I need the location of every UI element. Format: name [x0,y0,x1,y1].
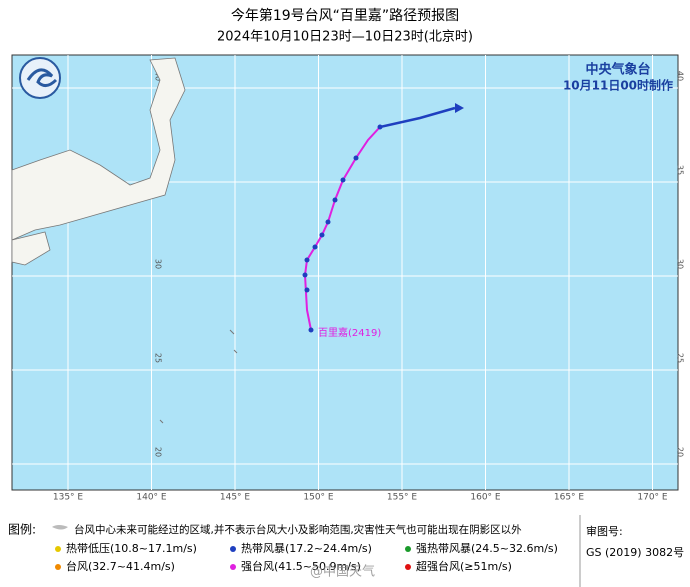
lon-label: 145° E [220,493,251,503]
lat-label: 25 [154,353,163,363]
lon-label: 170° E [637,493,668,503]
legend-swatch [230,564,236,570]
legend-items: 热带低压(10.8~17.1m/s) 热带风暴(17.2~24.4m/s) 强热带风… [55,542,558,573]
lat-label: 25 [676,353,685,363]
typhoon-label: 百里嘉(2419) [318,326,381,339]
legend-swatch [55,546,61,552]
legend-label: 热带风暴(17.2~24.4m/s) [241,542,372,555]
legend-swatch [230,546,236,552]
issuer-time: 10月11日00时制作 [563,78,673,93]
legend-swatch [405,546,411,552]
legend-label: 台风(32.7~41.4m/s) [66,559,175,573]
legend-swatch [55,564,61,570]
japan [11,57,186,241]
legend-label: 强台风(41.5~50.9m/s) [241,559,361,573]
lat-label: 40 [676,71,685,81]
lat-label: 20 [676,447,685,457]
past-track [303,126,381,331]
approval-label: 审图号: [586,524,623,538]
issuer-org: 中央气象台 [585,62,650,78]
lat-label: 30 [676,259,685,269]
lon-label: 140° E [136,493,167,503]
graticule: 135° E 140° E 145° E 150° E 155° E 160° E 165°… [12,55,685,503]
legend-label: 强热带风暴(24.5~32.6m/s) [416,542,558,555]
legend-title: 图例: [8,523,36,537]
legend-swatch [405,564,411,570]
lon-label: 155° E [387,493,418,503]
title: 今年第19号台风“百里嘉”路径预报图 [231,7,459,24]
legend-note: 台风中心未来可能经过的区域,并不表示台风大小及影响范围,灾害性天气也可能出现在阴… [74,523,522,536]
forecast-track [379,106,456,129]
lon-label: 165° E [554,493,585,503]
logo-mark [26,68,58,87]
track-points [302,124,383,333]
cone-icon [52,525,68,530]
land [11,57,186,266]
lat-label: 20 [154,447,163,457]
legend-box [0,515,690,587]
lat-label: 35 [676,165,685,175]
lon-label: 160° E [470,493,501,503]
legend-label: 超强台风(≥51m/s) [416,559,512,573]
track-arrow [455,103,464,113]
islands [159,329,238,424]
watermark: @中国天气 [310,564,375,580]
lon-label: 135° E [53,493,84,503]
lon-label: 150° E [303,493,334,503]
subtitle: 2024年10月10日23时—10日23时(北京时) [217,30,473,45]
map-area [11,54,679,491]
kyushu [11,231,51,266]
approval-code: GS (2019) 3082号 [586,546,684,559]
lat-label: 30 [154,259,163,269]
legend-label: 热带低压(10.8~17.1m/s) [66,542,197,555]
